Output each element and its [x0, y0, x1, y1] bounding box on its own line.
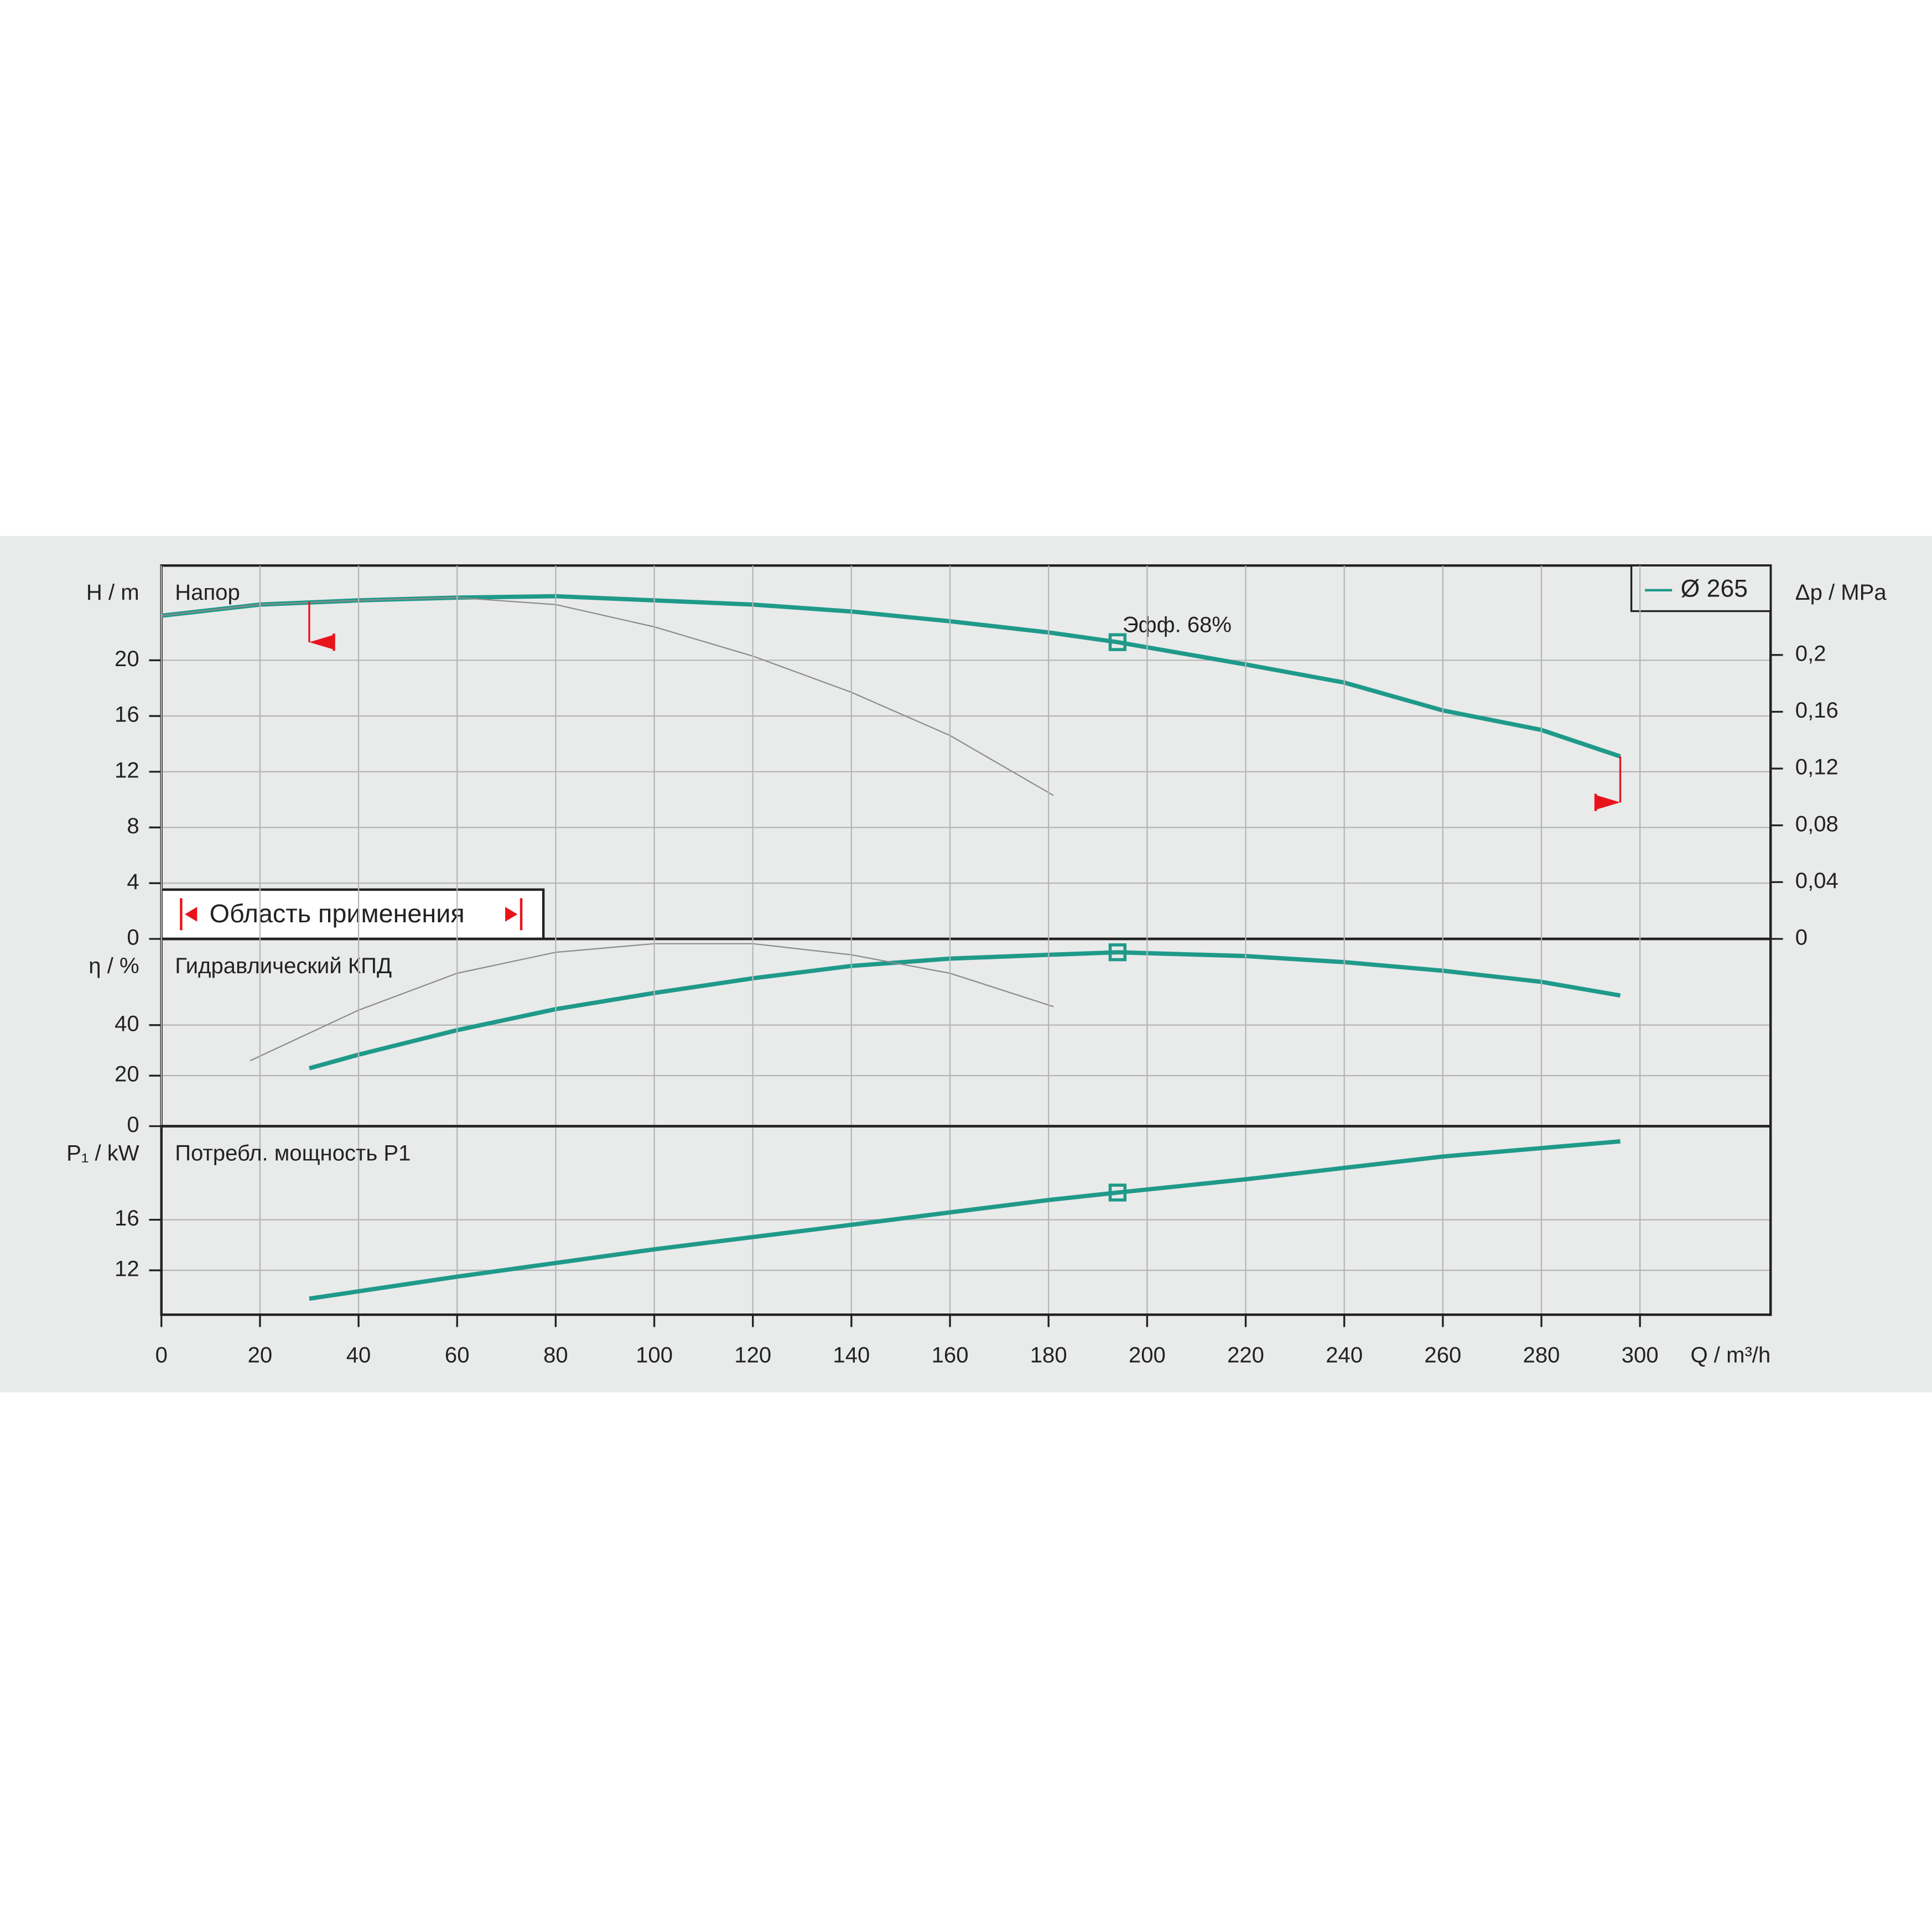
x-tick-label: 100	[636, 1343, 673, 1368]
chart-background	[0, 536, 1932, 1393]
y-tick-label: 16	[115, 1206, 139, 1230]
y-tick-label: 12	[115, 758, 139, 782]
y-tick-label: 0	[127, 926, 139, 950]
legend-label: Ø 265	[1681, 575, 1748, 603]
series-line	[309, 1139, 1621, 1301]
x-tick-label: 140	[833, 1343, 870, 1368]
x-tick-label: 80	[543, 1343, 568, 1368]
operating-point	[1108, 943, 1127, 962]
x-axis-label: Q / m³/h	[1691, 1343, 1771, 1368]
y-tick-label: 0	[127, 1113, 139, 1137]
x-tick-label: 120	[734, 1343, 771, 1368]
x-tick-label: 220	[1227, 1343, 1264, 1368]
y-axis-label: P₁ / kW	[66, 1141, 139, 1165]
y2-tick-label: 0,2	[1795, 641, 1826, 666]
y-tick-label: 20	[115, 647, 139, 671]
panel-frame	[160, 1125, 1772, 1316]
operating-point	[1108, 1183, 1127, 1202]
x-tick-label: 60	[445, 1343, 470, 1368]
x-tick-label: 240	[1326, 1343, 1363, 1368]
range-legend-box	[160, 888, 545, 941]
y2-tick-label: 0,12	[1795, 755, 1838, 780]
x-tick-label: 260	[1424, 1343, 1461, 1368]
x-tick-label: 200	[1129, 1343, 1166, 1368]
range-legend-arrow	[505, 907, 518, 922]
range-flag	[309, 635, 334, 650]
x-tick-label: 160	[932, 1343, 969, 1368]
x-tick-label: 180	[1030, 1343, 1067, 1368]
y-axis-label: H / m	[86, 580, 139, 605]
range-legend-arrow	[185, 907, 198, 922]
legend-box	[1630, 564, 1772, 612]
x-tick-label: 300	[1622, 1343, 1659, 1368]
y-axis-label: η / %	[89, 954, 139, 978]
x-tick-label: 0	[155, 1343, 168, 1368]
y-tick-label: 16	[115, 703, 139, 727]
y-tick-label: 20	[115, 1062, 139, 1087]
panel-title: Напор	[175, 580, 240, 605]
range-legend-label: Область применения	[210, 899, 465, 928]
y2-tick-label: 0,08	[1795, 812, 1838, 836]
y-tick-label: 4	[127, 870, 139, 894]
operating-point	[1108, 633, 1127, 651]
y2-tick-label: 0	[1795, 926, 1808, 950]
x-tick-label: 280	[1523, 1343, 1560, 1368]
y2-tick-label: 0,16	[1795, 698, 1838, 723]
y2-axis-label: Δp / MPa	[1795, 580, 1887, 605]
panel-title: Потребл. мощность P1	[175, 1141, 411, 1165]
panel-title: Гидравлический КПД	[175, 954, 392, 978]
y-tick-label: 12	[115, 1257, 139, 1281]
y-tick-label: 8	[127, 814, 139, 838]
x-tick-label: 20	[248, 1343, 273, 1368]
x-tick-label: 40	[346, 1343, 371, 1368]
y2-tick-label: 0,04	[1795, 869, 1838, 893]
y-tick-label: 40	[115, 1011, 139, 1036]
range-flag	[1596, 794, 1621, 810]
operating-point-label: Эфф. 68%	[1123, 612, 1232, 637]
